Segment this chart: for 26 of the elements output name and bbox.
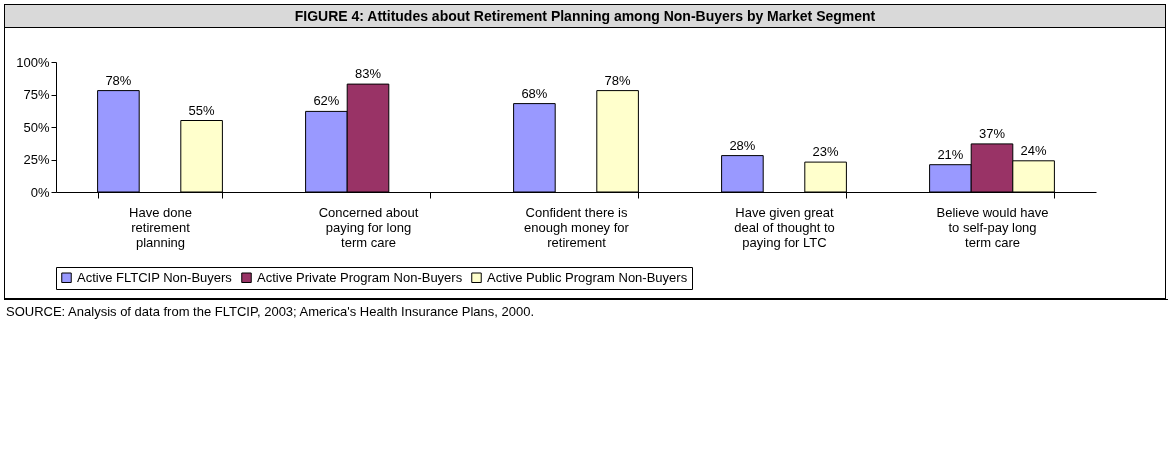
data-label: 23% (812, 144, 840, 160)
chart-title: FIGURE 4: Attitudes about Retirement Planning among Non-Buyers by Market Segment (5, 5, 1165, 28)
x-tick-label: Confident there is enough money for retirement (524, 204, 630, 250)
data-label: 37% (978, 125, 1006, 141)
data-label: 55% (188, 102, 216, 118)
y-tick-label: 75% (23, 87, 50, 102)
x-tick-label: Believe would have to self-pay long term care (936, 204, 1049, 250)
y-tick-label: 50% (23, 119, 50, 135)
legend-label: Active FLTCIP Non-Buyers (77, 269, 233, 285)
x-tick-label: Have done retirement planning (129, 204, 192, 250)
data-label: 83% (354, 66, 382, 82)
data-label: 62% (313, 93, 340, 109)
y-tick-label: 25% (23, 152, 50, 167)
source-note: SOURCE: Analysis of data from the FLTCIP, 2003; America's Health Insurance Plans, 2000. (6, 304, 536, 319)
data-label: 78% (604, 72, 632, 88)
data-label: 21% (937, 146, 964, 162)
data-label: 28% (729, 137, 756, 153)
data-label: 78% (105, 72, 132, 88)
x-tick-label: Have given great deal of thought to paying for LTC (734, 204, 835, 250)
y-tick-label: 100% (16, 54, 50, 70)
x-tick-label: Concerned about paying for long term care (318, 204, 419, 250)
legend-label: Active Public Program Non-Buyers (487, 269, 688, 285)
data-label: 24% (1020, 142, 1048, 158)
y-tick-label: 0% (30, 184, 50, 200)
legend-label: Active Private Program Non-Buyers (257, 269, 463, 285)
data-label: 68% (521, 85, 548, 101)
